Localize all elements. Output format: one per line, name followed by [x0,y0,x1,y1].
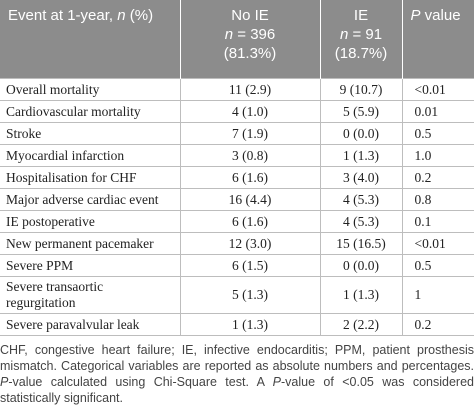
cell: 6 (1.5) [179,254,321,277]
header-row: Event at 1-year, n (%) No IE n = 396 (81.3%… [0,0,474,79]
text: value [420,7,461,24]
row-label: Hospitalisation for CHF [0,166,181,189]
text: Event at 1-year, [8,7,118,24]
cell: 0.5 [401,122,474,145]
cell: 0 (0.0) [319,122,403,145]
row-label: Myocardial infarction [0,144,181,167]
cell: 5 (5.9) [319,100,403,123]
cell: 0.8 [401,188,474,211]
text: = 91 [348,26,383,43]
cell: 11 (2.9) [179,78,321,101]
row-label: Overall mortality [0,78,181,101]
cell: 1 (1.3) [319,144,403,167]
cell: 12 (3.0) [179,232,321,255]
text: n [339,26,349,43]
row-label: Severe paravalvular leak [0,313,181,336]
table-row: Major adverse cardiac event 16 (4.4) 4 (5.… [0,188,474,211]
text: n [117,7,126,24]
table-row: Myocardial infarction 3 (0.8) 1 (1.3) 1.0 [0,144,474,167]
table-body: Overall mortality 11 (2.9) 9 (10.7) <0.01 Ca… [0,78,474,336]
text: -value of <0.05 was considered statistic… [0,375,474,405]
table-row: Stroke 7 (1.9) 0 (0.0) 0.5 [0,122,474,145]
text: P [272,375,281,389]
cell: 2 (2.2) [319,313,403,336]
cell: 5 (1.3) [179,276,321,314]
header-cell: No IE n = 396 (81.3%) [179,0,320,79]
cell: 9 (10.7) [319,78,403,101]
cell: 7 (1.9) [179,122,321,145]
row-label: Stroke [0,122,181,145]
cell: 0.2 [401,313,474,336]
table-row: Severe transaortic regurgitation 5 (1.3) 1… [0,276,474,314]
header-line: No IE [189,6,312,25]
table-row: New permanent pacemaker 12 (3.0) 15 (16.5)… [0,232,474,255]
cell: 1.0 [401,144,474,167]
cell: 0.1 [401,210,474,233]
cell: 0 (0.0) [319,254,403,277]
header-line: n = 396 [189,25,312,44]
text: (81.3%) [223,45,277,62]
cell: <0.01 [401,232,474,255]
header-line: Event at 1-year, n (%) [8,6,172,25]
cell: 1 (1.3) [179,313,321,336]
cell: <0.01 [401,78,474,101]
row-label: IE postoperative [0,210,181,233]
header-line: P value [411,6,467,25]
cell: 16 (4.4) [179,188,321,211]
header-line: (18.7%) [329,44,394,63]
cell: 3 (4.0) [319,166,403,189]
row-label: Severe PPM [0,254,181,277]
table-row: IE postoperative 6 (1.6) 4 (5.3) 0.1 [0,210,474,233]
text: n [224,26,234,43]
header-cell: Event at 1-year, n (%) [0,0,180,79]
header-line: n = 91 [329,25,394,44]
table-row: Cardiovascular mortality 4 (1.0) 5 (5.9) 0.… [0,100,474,123]
cell: 6 (1.6) [179,166,321,189]
table-row: Severe PPM 6 (1.5) 0 (0.0) 0.5 [0,254,474,277]
cell: 3 (0.8) [179,144,321,167]
cell: 6 (1.6) [179,210,321,233]
text: (%) [125,7,154,24]
row-label: New permanent pacemaker [0,232,181,255]
text: IE [353,7,369,24]
cell: 0.2 [401,166,474,189]
table: Event at 1-year, n (%) No IE n = 396 (81.3%… [0,0,474,336]
header-cell: P value [401,0,474,79]
cell: 0.01 [401,100,474,123]
table-row: Severe paravalvular leak 1 (1.3) 2 (2.2) 0.… [0,313,474,336]
table-row: Overall mortality 11 (2.9) 9 (10.7) <0.01 [0,78,474,101]
table-row: Hospitalisation for CHF 6 (1.6) 3 (4.0) 0.2 [0,166,474,189]
text: P [0,375,9,389]
row-label: Major adverse cardiac event [0,188,181,211]
text: -value calculated using Chi-Square test.… [8,375,273,389]
text: P [410,7,421,24]
row-label: Severe transaortic regurgitation [0,276,181,314]
footnote: CHF, congestive heart failure; IE, infec… [0,342,474,406]
cell: 4 (1.0) [179,100,321,123]
cell: 1 (1.3) [319,276,403,314]
cell: 4 (5.3) [319,210,403,233]
cell: 1 [401,276,474,314]
text: = 396 [233,26,276,43]
text: CHF, congestive heart failure; IE, infec… [0,343,474,373]
row-label: Cardiovascular mortality [0,100,181,123]
header-line: IE [329,6,394,25]
header-line: (81.3%) [189,44,312,63]
text: No IE [231,7,269,24]
cell: 0.5 [401,254,474,277]
text: (18.7%) [334,45,388,62]
cell: 15 (16.5) [319,232,403,255]
header-cell: IE n = 91 (18.7%) [319,0,402,79]
cell: 4 (5.3) [319,188,403,211]
